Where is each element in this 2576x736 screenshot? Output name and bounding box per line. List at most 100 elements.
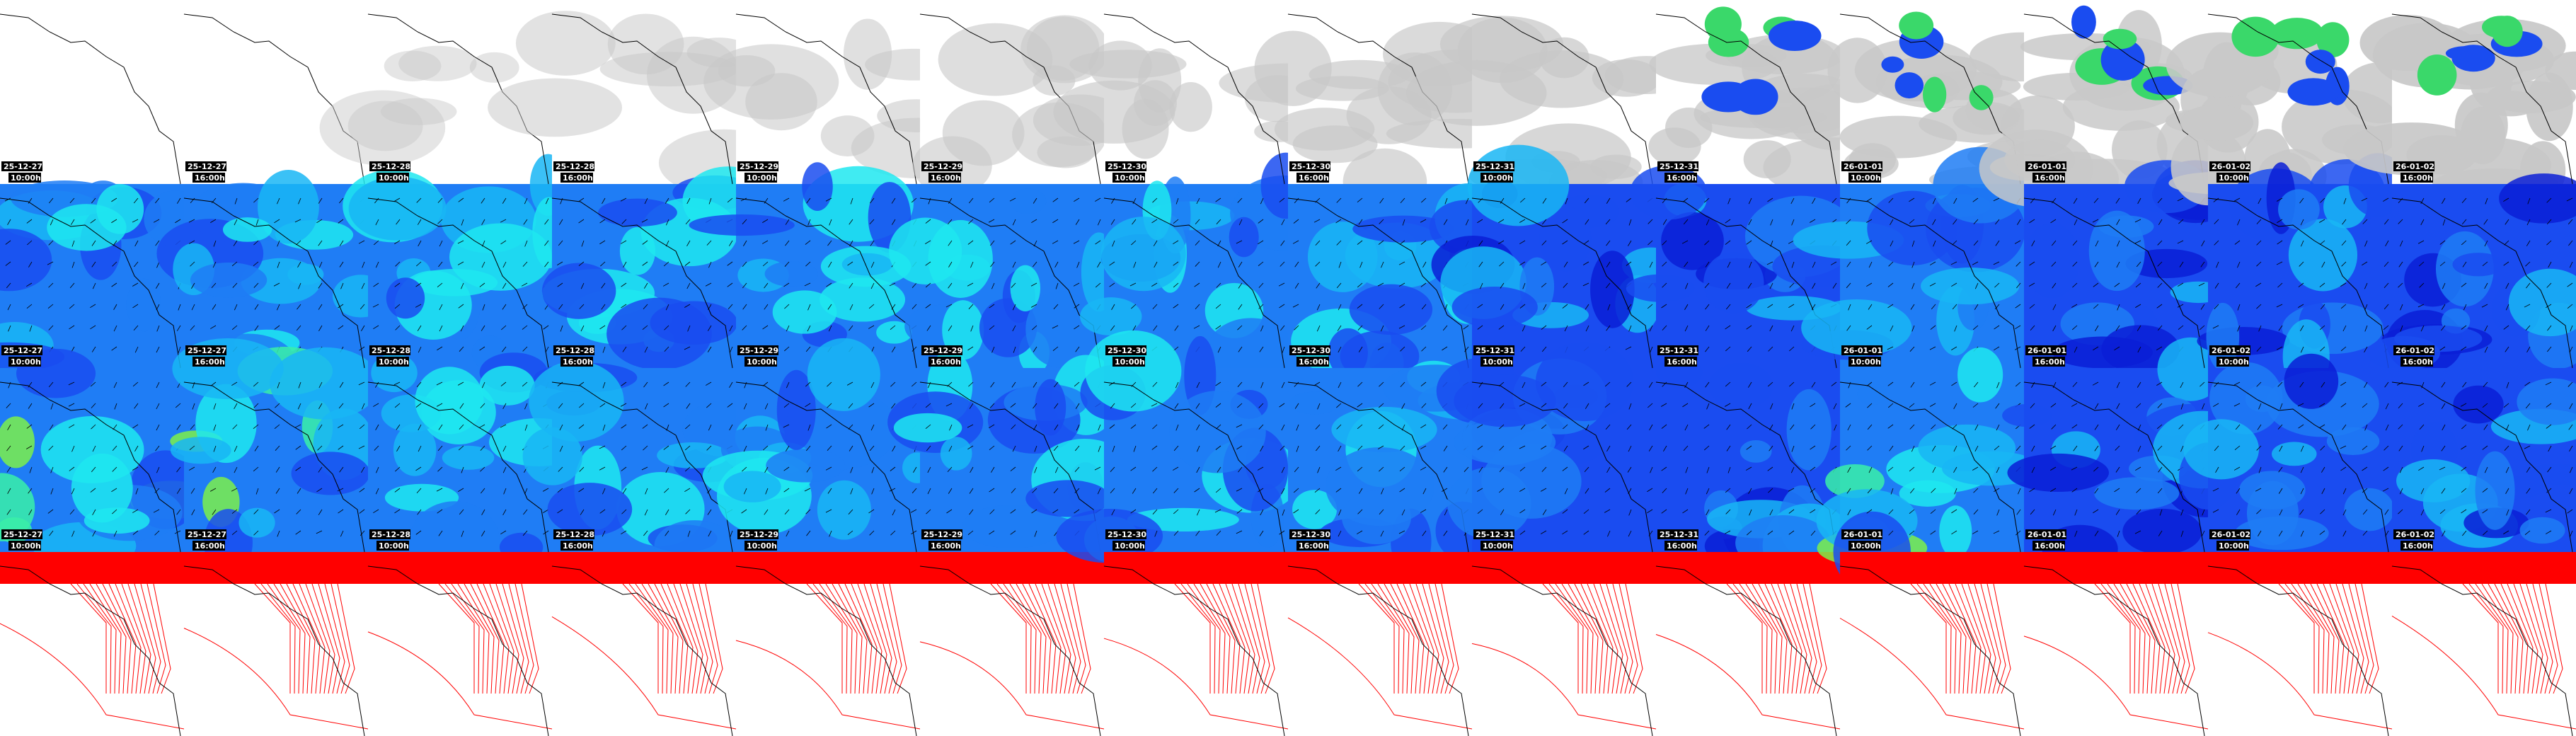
wind-arrow xyxy=(2180,381,2184,389)
wind-arrow xyxy=(415,282,422,287)
wind-arrow xyxy=(1846,325,1851,331)
wind-arrow xyxy=(1704,197,1710,203)
wind-arrow xyxy=(2198,282,2205,287)
wind-arrow xyxy=(580,509,585,515)
wind-arrow xyxy=(2177,240,2184,244)
wind-arrow xyxy=(1402,219,1405,226)
wind-arrow xyxy=(395,466,401,472)
precip-patch xyxy=(2100,39,2145,81)
wind-arrow xyxy=(1477,219,1483,224)
pressure-band xyxy=(0,552,184,584)
wind-arrow xyxy=(805,403,811,408)
wind-patch xyxy=(2499,173,2576,224)
wind-arrow xyxy=(273,282,280,287)
wind-arrow xyxy=(373,325,379,330)
wind-arrow xyxy=(482,304,485,311)
wind-arrow xyxy=(949,424,953,431)
wind-patch xyxy=(1326,447,1434,527)
wind-arrow xyxy=(1259,346,1264,352)
wind-arrow xyxy=(1281,488,1285,495)
wind-arrow xyxy=(1583,381,1589,386)
wind-arrow xyxy=(1236,530,1243,534)
pressure-panel xyxy=(1287,552,1473,736)
date-label: 25-12-30 xyxy=(1108,530,1146,539)
wind-arrow xyxy=(2214,240,2219,246)
wind-arrow xyxy=(1540,488,1547,492)
wind-arrow xyxy=(621,381,627,386)
wind-arrow xyxy=(481,509,485,516)
wind-arrow xyxy=(2421,445,2425,452)
wind-arrow xyxy=(2016,530,2021,536)
wind-arrow xyxy=(1996,424,2000,431)
wind-arrow xyxy=(684,304,691,308)
wind-arrow xyxy=(1868,304,1873,310)
wind-arrow xyxy=(1111,304,1115,311)
wind-arrow xyxy=(2014,346,2021,350)
wind-arrow xyxy=(49,424,54,430)
wind-patch xyxy=(96,184,144,234)
wind-arrow xyxy=(1705,304,1710,310)
wind-arrow xyxy=(2526,346,2531,353)
isobar xyxy=(2335,583,2359,694)
isobar xyxy=(870,583,892,694)
wind-arrow xyxy=(1280,240,1285,246)
coastline xyxy=(735,197,917,369)
wind-arrow xyxy=(1293,219,1299,224)
time-label: 16:00h xyxy=(1299,173,1329,183)
wind-arrow xyxy=(114,403,117,410)
wind-arrow xyxy=(1420,325,1427,330)
wind-arrow xyxy=(6,445,11,452)
isobar xyxy=(451,583,485,694)
isobar xyxy=(2342,583,2364,694)
wind-arrow xyxy=(2385,424,2389,431)
wind-patch xyxy=(1085,330,1182,412)
wind-arrow xyxy=(1563,445,1568,452)
wind-arrow xyxy=(155,445,160,452)
wind-arrow xyxy=(2136,261,2141,268)
wind-arrow xyxy=(1012,261,1016,268)
wind-arrow xyxy=(5,261,11,266)
wind-arrow xyxy=(26,304,33,309)
wind-arrow xyxy=(890,381,896,387)
wind-arrow xyxy=(1909,219,1915,224)
wind-arrow xyxy=(253,240,259,246)
wind-arrow xyxy=(2568,424,2573,430)
wind-arrow xyxy=(2030,403,2035,408)
wind-arrow xyxy=(989,488,995,493)
wind-arrow xyxy=(2255,282,2262,287)
wind-arrow xyxy=(2526,509,2531,515)
wind-arrow xyxy=(1280,261,1285,267)
isobar xyxy=(1422,583,1444,694)
wind-arrow xyxy=(1661,509,1667,514)
time-box xyxy=(2032,541,2065,551)
wind-arrow xyxy=(362,261,365,268)
wind-arrow xyxy=(2460,403,2467,407)
date-label: 26-01-02 xyxy=(2212,162,2250,171)
isobar xyxy=(1655,634,1841,730)
wind-arrow xyxy=(557,282,563,287)
wind-arrow xyxy=(1012,445,1016,452)
wind-arrow xyxy=(2157,325,2163,331)
wind-arrow xyxy=(2570,325,2573,332)
wind-arrow xyxy=(1282,509,1285,516)
wind-arrow xyxy=(2115,197,2120,204)
wind-arrow xyxy=(47,304,54,309)
wind-arrow xyxy=(1294,466,1299,473)
wind-arrow xyxy=(2052,325,2057,332)
wind-arrow xyxy=(439,325,443,332)
pressure-band xyxy=(368,552,552,584)
wind-arrow xyxy=(2485,197,2488,205)
wind-patch xyxy=(1451,286,1538,328)
wind-arrow xyxy=(1293,509,1299,514)
wind-arrow xyxy=(2256,240,2262,246)
wind-arrow xyxy=(1541,240,1547,246)
wind-arrow xyxy=(1649,325,1653,332)
wind-arrow xyxy=(502,304,507,310)
wind-arrow xyxy=(847,530,853,535)
wind-arrow xyxy=(1031,219,1037,224)
wind-arrow xyxy=(1520,197,1526,203)
wind-arrow xyxy=(1010,240,1016,245)
wind-arrow xyxy=(459,403,464,409)
wind-arrow xyxy=(2525,403,2531,409)
wind-arrow xyxy=(1604,509,1611,513)
